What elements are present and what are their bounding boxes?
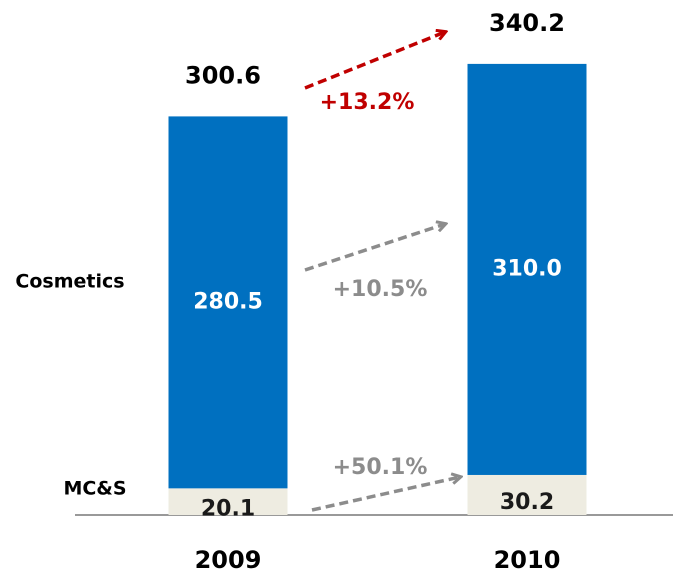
legend-label: MC&S (63, 478, 126, 500)
annotation: +13.2% (320, 90, 415, 115)
annotation: +10.5% (333, 277, 428, 302)
data-label: 30.2 (500, 490, 554, 515)
total-label: 340.2 (489, 9, 565, 37)
annotation: +50.1% (333, 455, 428, 480)
bar-segment (467, 63, 587, 475)
arrow (311, 477, 460, 512)
data-label: 20.1 (201, 497, 255, 522)
bar-segment (168, 116, 288, 489)
bar-segment (467, 474, 587, 515)
arrow (304, 32, 445, 90)
x-tick-label: 2009 (195, 546, 262, 574)
data-label: 310.0 (492, 256, 562, 281)
data-label: 280.5 (193, 289, 263, 314)
x-tick-label: 2010 (494, 546, 561, 574)
legend-label: Cosmetics (15, 271, 124, 293)
arrow (304, 224, 445, 272)
bar-segment (168, 488, 288, 515)
total-label: 300.6 (185, 61, 261, 89)
